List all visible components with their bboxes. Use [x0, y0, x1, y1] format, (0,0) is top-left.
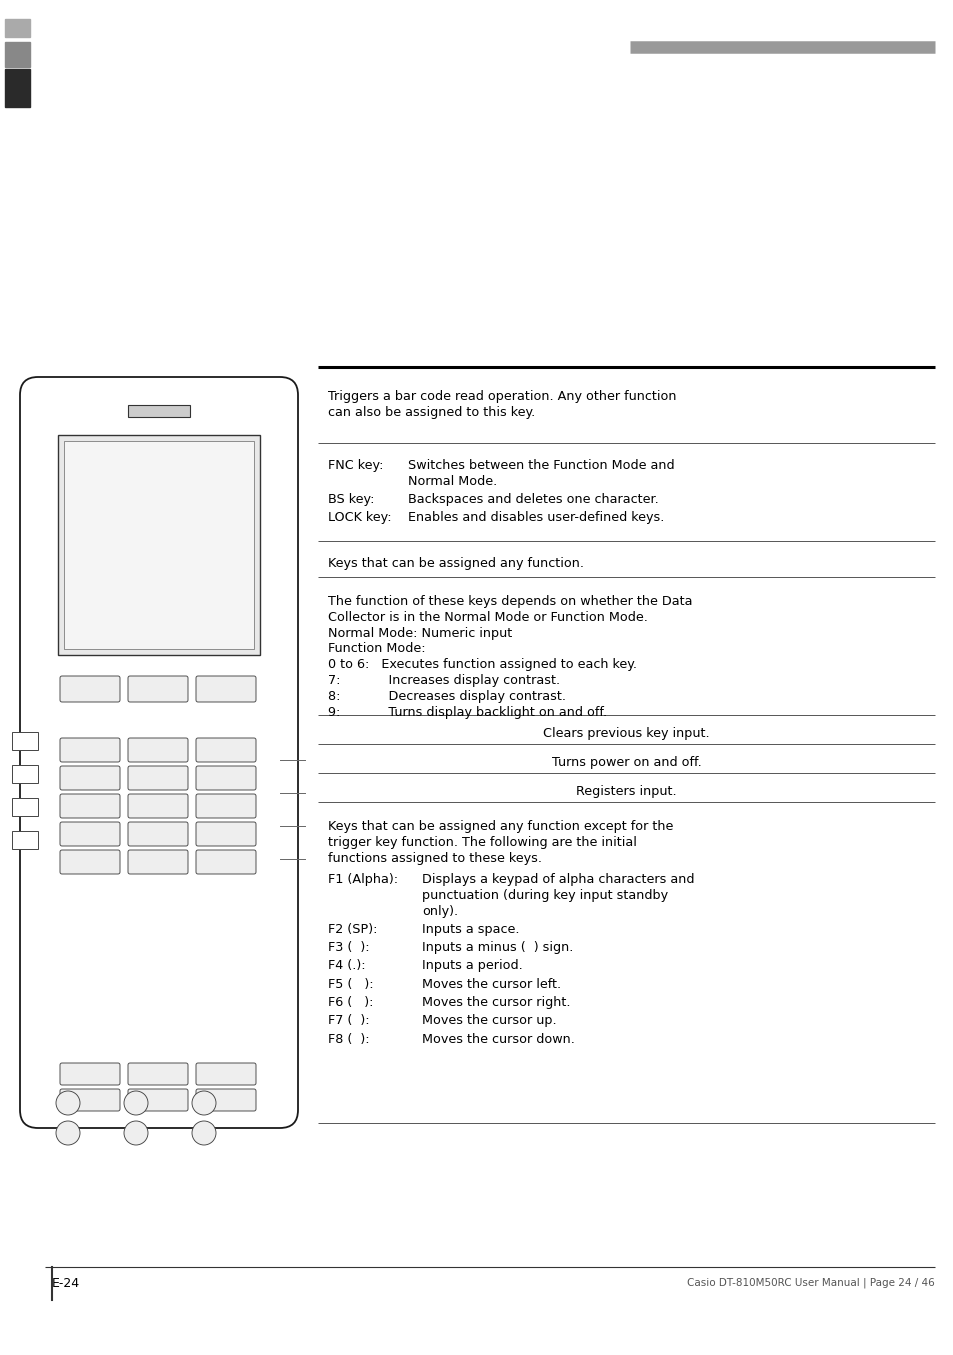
FancyBboxPatch shape [128, 850, 188, 874]
Text: LOCK key:: LOCK key: [328, 511, 392, 524]
Text: Inputs a period.: Inputs a period. [421, 959, 522, 973]
Circle shape [192, 1121, 215, 1145]
Text: FNC key:: FNC key: [328, 459, 383, 472]
Text: F4 (.):: F4 (.): [328, 959, 365, 973]
Text: Switches between the Function Mode and: Switches between the Function Mode and [408, 459, 674, 472]
Text: E-24: E-24 [52, 1276, 80, 1290]
Text: 0 to 6:   Executes function assigned to each key.: 0 to 6: Executes function assigned to ea… [328, 659, 637, 671]
Text: Keys that can be assigned any function.: Keys that can be assigned any function. [328, 557, 583, 570]
Bar [64, 440, 253, 649]
FancyBboxPatch shape [128, 794, 188, 818]
Circle shape [124, 1091, 148, 1115]
Text: Backspaces and deletes one character.: Backspaces and deletes one character. [408, 493, 659, 507]
FancyBboxPatch shape [195, 1089, 255, 1111]
Bar [12, 831, 38, 850]
Text: Normal Mode.: Normal Mode. [408, 474, 497, 488]
Text: Casio DT-810M50RC User Manual | Page 24 / 46: Casio DT-810M50RC User Manual | Page 24 … [686, 1276, 934, 1287]
FancyBboxPatch shape [128, 766, 188, 790]
FancyBboxPatch shape [60, 1064, 120, 1085]
Text: F5 (   ):: F5 ( ): [328, 978, 374, 991]
Circle shape [192, 1091, 215, 1115]
FancyBboxPatch shape [60, 822, 120, 846]
FancyBboxPatch shape [60, 738, 120, 762]
FancyBboxPatch shape [128, 676, 188, 702]
Text: BS key:: BS key: [328, 493, 375, 507]
Text: only).: only). [421, 905, 457, 917]
FancyBboxPatch shape [195, 850, 255, 874]
FancyBboxPatch shape [60, 676, 120, 702]
Text: Triggers a bar code read operation. Any other function: Triggers a bar code read operation. Any … [328, 390, 676, 402]
Text: Clears previous key input.: Clears previous key input. [542, 728, 709, 740]
Text: Function Mode:: Function Mode: [328, 642, 425, 656]
Text: F8 (  ):: F8 ( ): [328, 1033, 369, 1046]
Bar [5, 42, 30, 66]
Bar [58, 435, 260, 654]
Text: F3 (  ):: F3 ( ): [328, 942, 369, 954]
FancyBboxPatch shape [60, 766, 120, 790]
Text: Keys that can be assigned any function except for the: Keys that can be assigned any function e… [328, 820, 673, 833]
FancyBboxPatch shape [195, 766, 255, 790]
Text: 7:            Increases display contrast.: 7: Increases display contrast. [328, 673, 559, 687]
Text: Registers input.: Registers input. [576, 785, 676, 798]
FancyBboxPatch shape [60, 850, 120, 874]
Text: 8:            Decreases display contrast.: 8: Decreases display contrast. [328, 690, 565, 703]
FancyBboxPatch shape [195, 676, 255, 702]
Text: Inputs a minus (  ) sign.: Inputs a minus ( ) sign. [421, 942, 573, 954]
Bar [12, 766, 38, 783]
Text: punctuation (during key input standby: punctuation (during key input standby [421, 889, 667, 902]
FancyBboxPatch shape [20, 377, 297, 1127]
Bar [128, 405, 190, 417]
Text: trigger key function. The following are the initial: trigger key function. The following are … [328, 836, 637, 848]
Bar [5, 19, 30, 37]
FancyBboxPatch shape [128, 738, 188, 762]
FancyBboxPatch shape [195, 1064, 255, 1085]
Bar [12, 732, 38, 751]
Text: Moves the cursor down.: Moves the cursor down. [421, 1033, 575, 1046]
FancyBboxPatch shape [195, 738, 255, 762]
Text: Enables and disables user-defined keys.: Enables and disables user-defined keys. [408, 511, 663, 524]
Text: Inputs a space.: Inputs a space. [421, 923, 519, 936]
Text: F7 (  ):: F7 ( ): [328, 1015, 369, 1027]
Text: F6 (   ):: F6 ( ): [328, 996, 374, 1009]
FancyBboxPatch shape [195, 822, 255, 846]
Text: Moves the cursor up.: Moves the cursor up. [421, 1015, 556, 1027]
FancyBboxPatch shape [128, 1064, 188, 1085]
Text: 9:            Turns display backlight on and off.: 9: Turns display backlight on and off. [328, 706, 606, 718]
FancyBboxPatch shape [60, 794, 120, 818]
Circle shape [124, 1121, 148, 1145]
Text: Displays a keypad of alpha characters and: Displays a keypad of alpha characters an… [421, 873, 694, 886]
Circle shape [56, 1121, 80, 1145]
Text: can also be assigned to this key.: can also be assigned to this key. [328, 405, 535, 419]
Text: Collector is in the Normal Mode or Function Mode.: Collector is in the Normal Mode or Funct… [328, 611, 647, 623]
FancyBboxPatch shape [195, 794, 255, 818]
Text: functions assigned to these keys.: functions assigned to these keys. [328, 851, 541, 864]
Text: Turns power on and off.: Turns power on and off. [551, 756, 700, 770]
FancyBboxPatch shape [128, 1089, 188, 1111]
Bar [12, 798, 38, 816]
Text: Moves the cursor left.: Moves the cursor left. [421, 978, 560, 991]
Bar [5, 69, 30, 107]
FancyBboxPatch shape [60, 1089, 120, 1111]
Text: F2 (SP):: F2 (SP): [328, 923, 377, 936]
FancyBboxPatch shape [128, 822, 188, 846]
Text: F1 (Alpha):: F1 (Alpha): [328, 873, 397, 886]
Text: The function of these keys depends on whether the Data: The function of these keys depends on wh… [328, 595, 692, 608]
Text: Normal Mode: Numeric input: Normal Mode: Numeric input [328, 626, 512, 640]
Circle shape [56, 1091, 80, 1115]
Text: Moves the cursor right.: Moves the cursor right. [421, 996, 570, 1009]
